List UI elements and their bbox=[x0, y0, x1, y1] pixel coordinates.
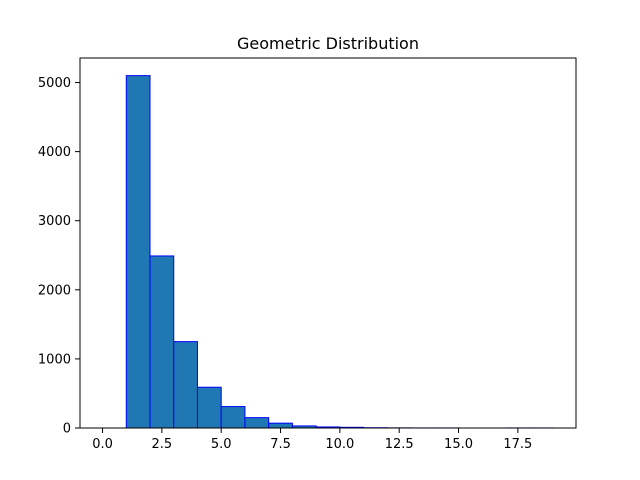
histogram-bar-6 bbox=[268, 422, 293, 429]
x-tick-label: 10.0 bbox=[325, 437, 354, 452]
histogram-bar-4 bbox=[220, 406, 246, 429]
y-tick-label: 5000 bbox=[38, 76, 71, 91]
y-tick-label: 3000 bbox=[38, 214, 71, 229]
x-axis: 0.0 2.5 5.0 7.5 10.0 12.5 15.0 17.5 bbox=[92, 428, 532, 452]
y-tick-label: 4000 bbox=[38, 145, 71, 160]
histogram-bar-5 bbox=[244, 417, 270, 429]
x-tick-label: 12.5 bbox=[385, 437, 414, 452]
x-tick-label: 17.5 bbox=[503, 437, 532, 452]
bars-group bbox=[125, 75, 554, 429]
plot-frame bbox=[79, 57, 577, 429]
histogram-bar-2 bbox=[173, 341, 198, 429]
x-tick-label: 0.0 bbox=[92, 437, 113, 452]
x-tick-label: 7.5 bbox=[270, 437, 291, 452]
y-tick-label: 2000 bbox=[38, 283, 71, 298]
y-tick-label: 0 bbox=[63, 422, 71, 437]
y-axis: 0 1000 2000 3000 4000 5000 bbox=[38, 76, 80, 437]
chart-title: Geometric Distribution bbox=[237, 34, 419, 53]
x-tick-label: 2.5 bbox=[152, 437, 173, 452]
y-tick-label: 1000 bbox=[38, 352, 71, 367]
histogram-bar-1 bbox=[149, 255, 175, 429]
x-tick-label: 15.0 bbox=[444, 437, 473, 452]
histogram-bar-3 bbox=[196, 386, 222, 429]
x-tick-label: 5.0 bbox=[211, 437, 232, 452]
histogram-bar-0 bbox=[125, 75, 151, 429]
